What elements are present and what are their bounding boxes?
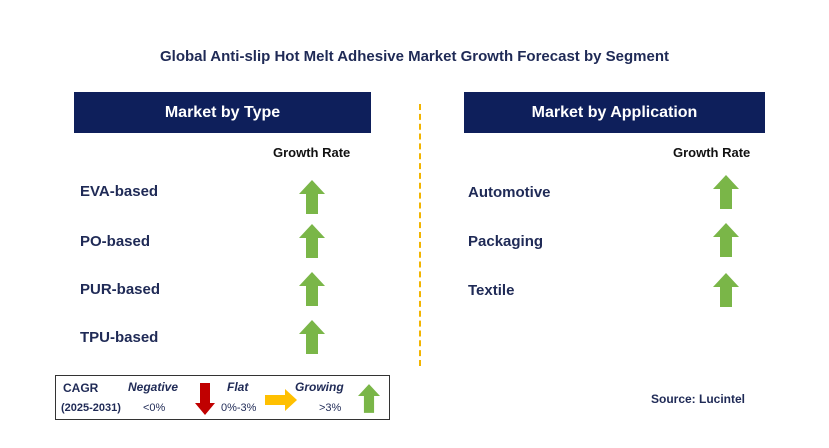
growing-arrow-icon	[299, 224, 325, 258]
legend-flat-range: 0%-3%	[221, 402, 257, 414]
growing-arrow-icon	[299, 320, 325, 354]
type-panel-header-label: Market by Type	[164, 103, 281, 121]
legend-period: (2025-2031)	[61, 402, 121, 414]
growing-arrow-icon	[299, 180, 325, 214]
application-item-packaging: Packaging	[468, 233, 544, 250]
type-item-eva: EVA-based	[80, 183, 159, 200]
cagr-legend: CAGR (2025-2031) Negative <0% Flat 0%-3%…	[55, 375, 390, 420]
application-panel-header: Market by Application	[464, 92, 765, 133]
application-panel-header-label: Market by Application	[531, 103, 698, 121]
chart-title: Global Anti-slip Hot Melt Adhesive Marke…	[160, 48, 669, 65]
negative-arrow-icon	[195, 383, 215, 415]
type-panel-header: Market by Type	[74, 92, 371, 133]
flat-arrow-icon	[265, 389, 297, 411]
growing-arrow-icon	[713, 175, 739, 209]
application-item-automotive: Automotive	[468, 184, 551, 201]
legend-negative-label: Negative	[128, 380, 179, 394]
type-item-pur: PUR-based	[80, 281, 161, 298]
legend-cagr-label: CAGR	[63, 381, 99, 395]
application-item-textile: Textile	[468, 282, 515, 299]
panel-divider	[419, 104, 421, 366]
legend-growing-label: Growing	[295, 380, 344, 394]
legend-flat-label: Flat	[227, 380, 249, 394]
growing-arrow-icon	[358, 384, 380, 413]
growing-arrow-icon	[299, 272, 325, 306]
type-growth-rate-label: Growth Rate	[273, 145, 351, 160]
growing-arrow-icon	[713, 223, 739, 257]
type-item-tpu: TPU-based	[80, 329, 159, 346]
legend-negative-range: <0%	[143, 402, 166, 414]
application-growth-rate-label: Growth Rate	[673, 145, 751, 160]
legend-growing-range: >3%	[319, 402, 342, 414]
growing-arrow-icon	[713, 273, 739, 307]
source-label: Source: Lucintel	[651, 392, 746, 406]
type-item-po: PO-based	[80, 233, 151, 250]
